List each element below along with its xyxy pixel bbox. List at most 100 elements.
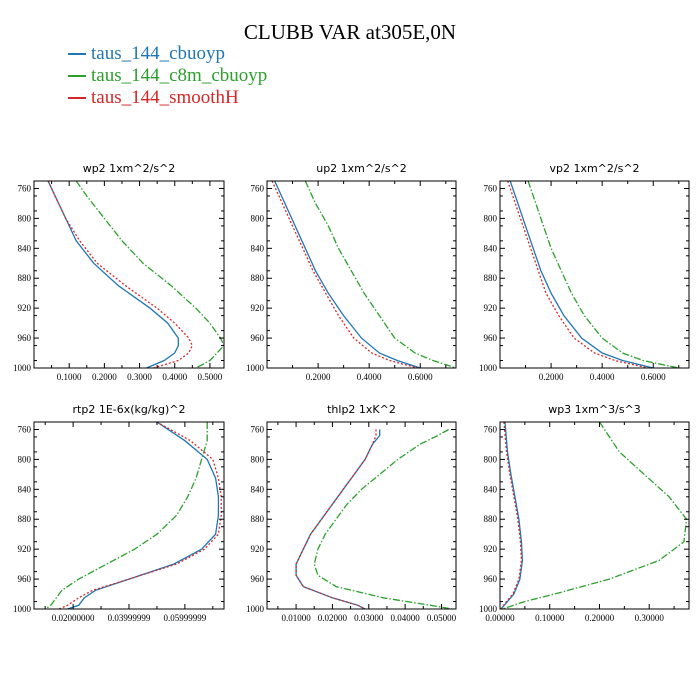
chart-title: CLUBB VAR at305E,0N [243,20,457,44]
chart-panel: rtp2 1E-6x(kg/kg)^2 760 800 840 880 920 960 100… [13,403,225,623]
y-tick-label: 960 [18,574,32,584]
y-tick-label: 920 [18,544,32,554]
y-tick-label: 800 [18,213,32,223]
x-tick-label: 0.5000 [198,372,223,382]
series-line [75,181,224,368]
y-tick-label: 1000 [13,363,32,373]
series-line [67,422,220,609]
plot-frame [266,421,457,610]
y-tick-label: 800 [484,454,498,464]
y-tick-label: 840 [18,243,32,253]
y-tick-label: 920 [18,303,32,313]
y-tick-label: 880 [484,273,498,283]
x-tick-label: 0.04000 [390,613,420,623]
y-tick-label: 960 [251,574,265,584]
y-tick-label: 880 [18,273,32,283]
x-tick-label: 0.02000 [318,613,348,623]
legend-item: taus_144_smoothH [68,87,267,109]
panel-title: wp2 1xm^2/s^2 [83,162,176,175]
panel-title: rtp2 1E-6x(kg/kg)^2 [73,403,186,416]
x-tick-label: 0.05999999 [164,613,207,623]
y-tick-label: 840 [251,243,265,253]
y-tick-label: 880 [18,514,32,524]
y-tick-label: 1000 [479,363,498,373]
series-line [295,429,381,609]
legend-swatch [68,53,86,55]
y-tick-label: 960 [18,333,32,343]
x-tick-label: 0.4000 [590,372,615,382]
series-line [509,181,654,368]
x-tick-label: 0.05000 [427,613,457,623]
x-tick-label: 0.10000 [535,613,565,623]
x-tick-label: 0.20000 [585,613,615,623]
panel-title: vp2 1xm^2/s^2 [549,162,639,175]
y-tick-label: 800 [251,454,265,464]
series-line [58,422,222,609]
legend: taus_144_cbuoyp taus_144_c8m_cbuoyp taus… [68,43,267,109]
x-tick-label: 0.2000 [92,372,117,382]
chart-panel: wp2 1xm^2/s^2 760 800 840 880 920 960 1000 0.100… [13,162,225,382]
series-line [274,181,421,368]
y-tick-label: 760 [18,424,32,434]
chart-panel: up2 1xm^2/s^2 760 800 840 880 920 960 1000 0.200… [246,162,457,382]
series-line [500,422,523,609]
legend-item: taus_144_cbuoyp [68,43,267,65]
plot-frame [33,180,225,369]
legend-label: taus_144_c8m_cbuoyp [91,65,268,86]
panel-title: wp3 1xm^3/s^3 [548,403,641,416]
y-tick-label: 960 [484,333,498,343]
y-tick-label: 760 [18,183,32,193]
legend-label: taus_144_cbuoyp [91,43,226,64]
y-tick-label: 760 [251,183,265,193]
y-tick-label: 1000 [479,604,498,614]
chart-panel: thlp2 1xK^2 760 800 840 880 920 960 1000 0.01000… [246,403,457,623]
y-tick-label: 920 [251,544,265,554]
series-line [271,181,418,368]
legend-item: taus_144_c8m_cbuoyp [68,65,267,87]
x-tick-label: 0.4000 [357,372,382,382]
panel-title: thlp2 1xK^2 [327,403,396,416]
y-tick-label: 1000 [13,604,32,614]
series-line [502,422,688,609]
legend-swatch [68,75,86,77]
x-tick-label: 0.3000 [127,372,152,382]
y-tick-label: 1000 [246,604,265,614]
x-tick-label: 0.00000 [485,613,515,623]
x-tick-label: 0.02000000 [52,613,95,623]
y-tick-label: 880 [251,514,265,524]
series-line [507,181,649,368]
x-tick-label: 0.4000 [162,372,187,382]
y-tick-label: 840 [251,484,265,494]
plot-frame [499,180,690,369]
y-tick-label: 760 [251,424,265,434]
y-tick-label: 960 [251,333,265,343]
x-tick-label: 0.2000 [306,372,331,382]
series-line [44,422,208,609]
y-tick-label: 760 [484,424,498,434]
series-line [527,181,679,368]
x-tick-label: 0.03999999 [108,613,151,623]
x-tick-label: 0.01000 [281,613,311,623]
y-tick-label: 840 [18,484,32,494]
y-tick-label: 840 [484,484,498,494]
x-tick-label: 0.30000 [635,613,665,623]
x-tick-label: 0.6000 [408,372,433,382]
y-tick-label: 960 [484,574,498,584]
series-line [304,181,456,368]
x-tick-label: 0.2000 [539,372,564,382]
x-tick-label: 0.6000 [641,372,666,382]
y-tick-label: 800 [18,454,32,464]
chart-panel: wp3 1xm^3/s^3 760 800 840 880 920 960 10000.000… [479,403,690,623]
y-tick-label: 840 [484,243,498,253]
series-line [313,428,453,609]
y-tick-label: 1000 [246,363,265,373]
y-tick-label: 920 [251,303,265,313]
y-tick-label: 920 [484,544,498,554]
series-line [500,422,524,609]
series-line [47,181,179,368]
legend-label: taus_144_smoothH [91,87,239,108]
x-tick-label: 0.03000 [354,613,384,623]
y-tick-label: 920 [484,303,498,313]
y-tick-label: 800 [484,213,498,223]
